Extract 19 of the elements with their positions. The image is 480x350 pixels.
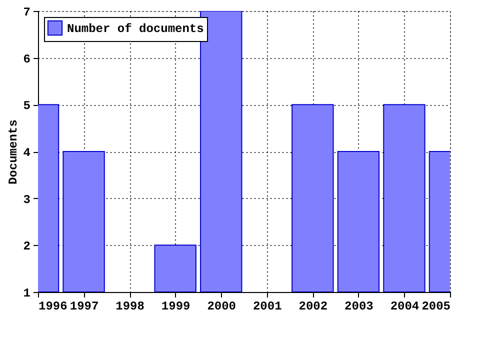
x-tick-label: 1999 [161,300,190,314]
x-tick-label: 2003 [344,300,374,314]
x-tick-label: 2002 [298,300,328,314]
x-tick-label: 2004 [390,300,420,314]
y-tick-label: 7 [23,6,30,20]
x-tick-label: 1998 [116,300,144,314]
y-tick-label: 5 [23,99,30,114]
x-tick-label: 1997 [70,300,99,314]
x-tick-label: 2001 [252,300,282,314]
y-tick-label: 4 [23,146,30,160]
y-tick-label: 1 [23,286,30,300]
y-tick-label: 3 [23,192,30,207]
y-axis-title: Documents [6,120,20,184]
y-tick-label: 6 [23,52,30,66]
x-tick-label: 2000 [207,300,236,314]
legend-label: Number of documents [67,22,204,36]
y-tick-label: 2 [23,240,30,254]
x-tick-label: 1996 [38,300,68,314]
x-tick-label: 2005 [422,300,450,314]
